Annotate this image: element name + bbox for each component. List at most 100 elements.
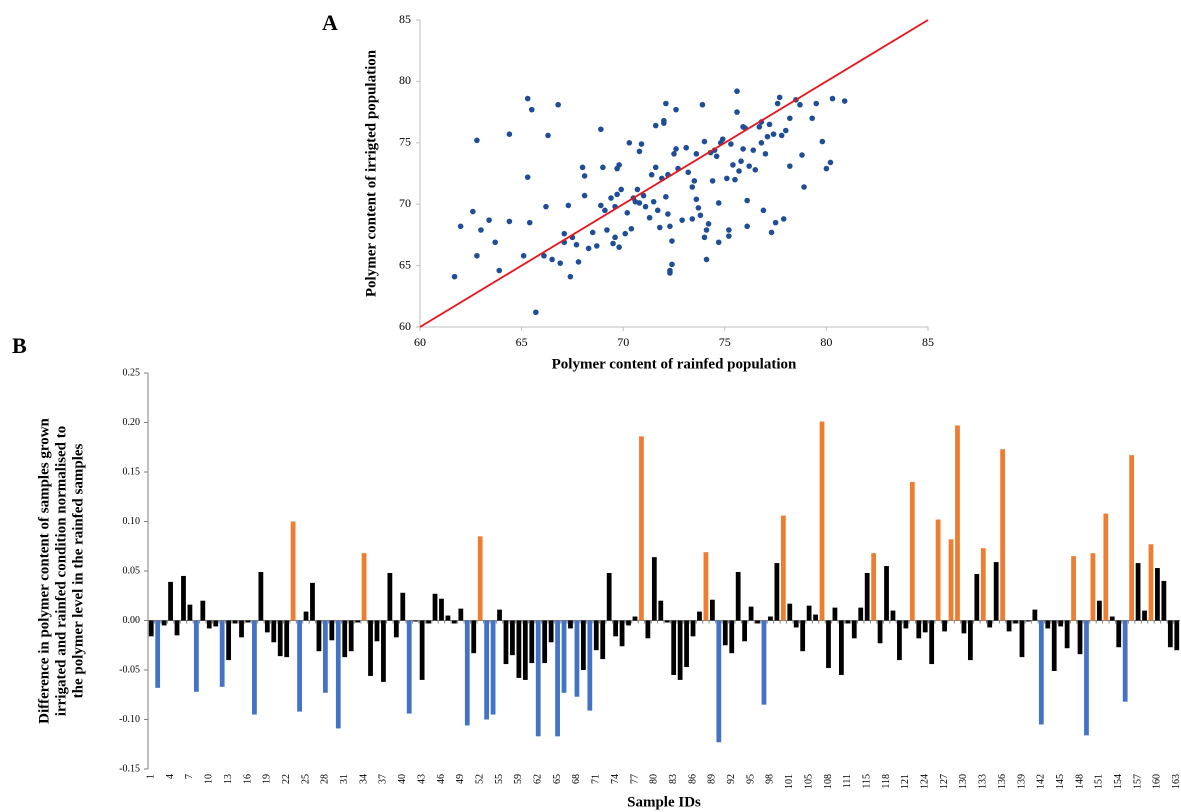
bar: [974, 573, 980, 621]
point: [667, 223, 673, 230]
bar: [877, 620, 883, 644]
panel-label: A: [322, 10, 338, 35]
x-tick-label: 7: [184, 774, 195, 779]
point: [628, 225, 635, 232]
bar: [413, 620, 419, 622]
x-axis-label: Polymer content of rainfed population: [552, 356, 797, 372]
point: [697, 212, 704, 219]
bar: [619, 620, 625, 647]
point: [648, 171, 655, 178]
x-tick-label: 49: [455, 774, 466, 784]
point: [673, 146, 679, 152]
x-tick-label: 163: [1171, 774, 1181, 789]
bar: [851, 620, 857, 639]
x-tick-label: 130: [958, 774, 969, 789]
bar: [155, 620, 161, 688]
bar: [297, 620, 302, 712]
point: [665, 211, 671, 217]
y-tick-label: 0.05: [123, 565, 141, 576]
bar: [709, 599, 715, 621]
bar: [884, 566, 889, 621]
bar: [755, 620, 760, 624]
bar: [561, 620, 567, 693]
point: [730, 162, 736, 168]
point: [636, 200, 643, 206]
bar: [258, 571, 264, 621]
x-tick-label: 10: [204, 774, 215, 784]
bar: [838, 620, 844, 675]
bar: [677, 620, 683, 680]
x-tick-label: 154: [1113, 774, 1124, 789]
point: [799, 152, 805, 158]
x-tick-label: 95: [745, 774, 756, 784]
bar: [445, 615, 451, 621]
bar: [826, 620, 831, 669]
bar: [361, 553, 367, 621]
bar: [497, 609, 502, 621]
x-tick-label: 13: [223, 774, 234, 784]
point: [579, 164, 586, 171]
bar: [451, 620, 457, 624]
bar: [626, 620, 631, 626]
bar: [1116, 620, 1122, 648]
y-tick-label: 0.00: [123, 615, 141, 626]
point: [764, 133, 771, 140]
point: [752, 167, 759, 173]
bar: [955, 425, 960, 621]
point: [762, 151, 769, 157]
point: [744, 223, 750, 230]
point: [610, 240, 616, 247]
bar: [484, 620, 490, 720]
point: [787, 163, 793, 169]
point: [640, 192, 647, 199]
bar: [477, 536, 483, 621]
bar: [1045, 620, 1051, 629]
point: [642, 203, 649, 210]
bar: [600, 620, 606, 660]
point: [772, 219, 779, 226]
bar: [980, 548, 986, 621]
bar: [1135, 563, 1141, 621]
x-tick-label: 60: [414, 335, 426, 349]
point: [600, 164, 606, 171]
x-tick-label: 148: [1074, 774, 1085, 789]
x-tick-label: 136: [997, 774, 1008, 789]
point: [726, 233, 732, 239]
x-tick-label: 65: [552, 774, 563, 784]
y-tick-label: -0.15: [119, 763, 140, 774]
point: [608, 195, 614, 201]
bar: [348, 620, 354, 652]
x-tick-label: 118: [881, 774, 892, 789]
x-tick-label: 139: [1016, 774, 1027, 789]
bar: [935, 519, 941, 621]
point: [528, 106, 535, 113]
bar: [1064, 620, 1070, 649]
bar: [232, 620, 238, 624]
point: [457, 223, 464, 230]
point: [616, 244, 622, 250]
bar: [426, 620, 431, 624]
bar: [1103, 513, 1109, 621]
x-tick-label: 75: [719, 335, 731, 349]
point: [703, 256, 710, 263]
reference-line: [419, 19, 929, 328]
y-axis-label: irrigated and rainfed condition normalis…: [53, 426, 69, 716]
bar: [897, 620, 902, 661]
point: [526, 219, 533, 226]
point: [624, 209, 631, 216]
x-tick-label: 111: [842, 774, 853, 788]
bar: [697, 611, 702, 621]
bar: [993, 562, 999, 621]
bar: [1071, 556, 1076, 621]
x-axis-label: Sample IDs: [627, 794, 701, 810]
y-tick-label: 0.15: [123, 466, 141, 477]
point: [726, 227, 732, 233]
point: [486, 217, 492, 223]
bar: [471, 620, 477, 654]
point: [689, 184, 696, 190]
point: [524, 174, 531, 180]
bar: [903, 620, 909, 629]
point: [634, 186, 641, 193]
